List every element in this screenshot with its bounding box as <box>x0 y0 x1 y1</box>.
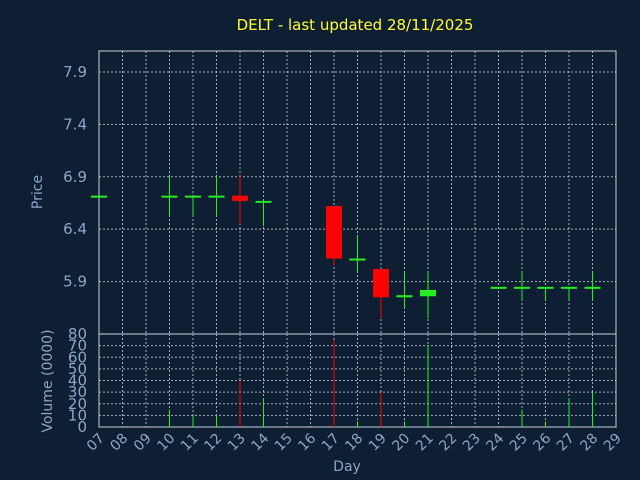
x-tick-label: 29 <box>601 431 625 455</box>
volume-tick-label: 30 <box>68 383 87 401</box>
x-tick-label: 27 <box>554 431 578 455</box>
price-y-ticks: 5.9 6.4 6.9 7.4 7.9 <box>63 63 87 291</box>
x-tick-label: 16 <box>295 430 319 454</box>
candle-body <box>185 195 201 198</box>
price-tick-label: 7.9 <box>63 63 87 81</box>
x-tick-label: 09 <box>131 431 155 455</box>
price-grid <box>98 51 617 334</box>
candle-body <box>584 286 601 289</box>
candle-body <box>208 195 225 198</box>
volume-tick-label: 80 <box>68 325 87 343</box>
candle-body <box>373 269 389 298</box>
x-tick-label: 20 <box>389 431 413 455</box>
candle-body <box>396 295 413 298</box>
x-tick-label: 11 <box>178 431 202 455</box>
x-tick-label: 12 <box>201 431 225 455</box>
candle-body <box>232 195 248 201</box>
price-tick-label: 6.4 <box>63 220 87 238</box>
candle-body <box>161 195 178 198</box>
x-tick-label: 13 <box>225 431 249 455</box>
volume-tick-label: 10 <box>68 406 87 424</box>
price-axis-label: Price <box>30 175 46 209</box>
candle-body <box>91 195 107 198</box>
volume-axis-label: Volume (0000) <box>40 329 56 432</box>
candles <box>91 174 601 319</box>
price-tick-label: 6.9 <box>63 168 87 186</box>
volume-tick-label: 70 <box>68 337 87 355</box>
volume-tick-label: 50 <box>68 360 87 378</box>
candle-body <box>349 258 366 261</box>
candle-body <box>255 200 272 203</box>
price-tick-label: 5.9 <box>63 273 87 291</box>
volume-tick-label: 40 <box>68 372 87 390</box>
volume-tick-label: 60 <box>68 348 87 366</box>
volume-tick-label: 0 <box>77 418 87 436</box>
chart-title: DELT - last updated 28/11/2025 <box>237 16 474 34</box>
x-tick-label: 18 <box>342 431 366 455</box>
candle-body <box>561 286 577 289</box>
candle-body <box>326 206 342 259</box>
candle-body <box>420 289 436 297</box>
volume-tick-label: 20 <box>68 395 87 413</box>
x-ticks: 07 08 09 10 11 12 13 14 15 16 17 18 19 20 21 22 23 24 25 26… <box>84 430 625 454</box>
x-tick-label: 23 <box>460 431 484 455</box>
candle-body <box>537 286 554 289</box>
x-tick-label: 08 <box>107 431 131 455</box>
x-tick-label: 15 <box>272 431 296 455</box>
x-tick-label: 28 <box>577 431 601 455</box>
candle-body <box>490 286 507 289</box>
volume-bars <box>169 339 593 427</box>
x-tick-label: 24 <box>483 430 507 454</box>
x-tick-label: 17 <box>319 431 343 455</box>
volume-grid <box>98 333 617 428</box>
x-tick-label: 25 <box>507 431 531 455</box>
x-axis-label: Day <box>333 459 361 475</box>
x-tick-label: 14 <box>248 430 272 454</box>
x-tick-label: 21 <box>413 431 437 455</box>
x-tick-label: 22 <box>436 431 460 455</box>
x-tick-label: 26 <box>530 430 554 454</box>
candle-body <box>514 286 530 289</box>
x-tick-label: 07 <box>84 431 108 455</box>
price-tick-label: 7.4 <box>63 115 87 133</box>
x-tick-label: 19 <box>366 431 390 455</box>
x-tick-label: 10 <box>154 431 178 455</box>
